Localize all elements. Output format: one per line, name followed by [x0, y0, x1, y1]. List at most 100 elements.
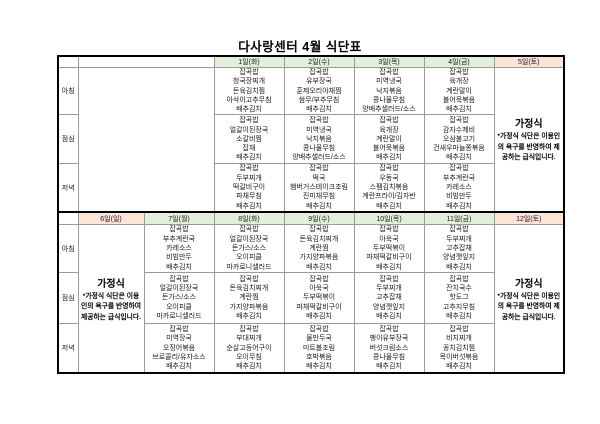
menu-item: 건새우마늘쫑볶음	[433, 145, 485, 153]
menu-cell-d8-breakfast: 잡곡밥 얼갈이된장국 돈가스/소스 오이피클 마카로니샐러드	[213, 224, 285, 273]
menu-item: 잡곡밥	[379, 275, 399, 283]
meal-label-lunch-week1: 점심	[57, 114, 79, 165]
menu-item: 얼갈이된장국	[229, 126, 269, 134]
menu-item: 잡곡밥	[169, 325, 189, 333]
menu-item: 잡곡밥	[379, 69, 399, 76]
menu-cell-d4-breakfast: 잡곡밥 육개장 계란말이 불어묵볶음 배추김치	[423, 66, 495, 116]
menu-item: 배추김치	[306, 202, 332, 210]
menu-item: 버섯크림소스	[369, 344, 409, 352]
menu-cell-d8-lunch: 잡곡밥 돈육김치찌개 계란찜 가지양파볶음 배추김치	[213, 271, 285, 324]
menu-item: 배추김치	[446, 363, 472, 371]
menu-item: 얼갈이된장국	[229, 235, 269, 243]
menu-item: 미역장국	[166, 335, 192, 343]
homestyle-heading: 가정식	[97, 278, 125, 290]
menu-item: 오이무침	[236, 353, 262, 361]
menu-item: 양념깻잎지	[372, 303, 406, 311]
date-header-d10: 10일(목)	[353, 210, 425, 226]
page-title: 다사랑센터 4월 식단표	[238, 40, 362, 54]
homestyle-cell-d5: 가정식 *가정식 식단은 이용인의 욕구를 반영하여 제공하는 급식입니다.	[493, 66, 565, 213]
meal-label-breakfast-week2: 아침	[57, 224, 79, 273]
menu-item: 순살고등어구이	[226, 344, 272, 352]
menu-item: 잡곡밥	[169, 275, 189, 283]
date-header-d12: 12일(토)	[493, 210, 565, 226]
menu-item: 부대찌개	[236, 335, 262, 343]
menu-item: 배추김치	[376, 202, 402, 210]
menu-cell-d1-dinner: 잡곡밥 두부찌개 떡갈비구이 파채무침 배추김치	[213, 163, 285, 213]
menu-item: 잡곡밥	[309, 226, 329, 234]
menu-item: 잡곡밥	[449, 275, 469, 283]
menu-item: 미역냉국	[376, 78, 402, 86]
meal-label-breakfast-week1: 아침	[57, 66, 79, 116]
menu-item: 잡곡밥	[449, 69, 469, 76]
meal-label-dinner-week1: 저녁	[57, 163, 79, 213]
menu-item: 잡곡밥	[309, 165, 329, 173]
menu-item: 잡곡밥	[449, 165, 469, 173]
menu-item: 계란찜	[309, 245, 329, 253]
menu-item: 잡곡밥	[169, 226, 189, 234]
menu-item: 오징어볶음	[162, 344, 196, 352]
menu-item: 잡곡밥	[239, 275, 259, 283]
menu-item: 핫도그	[449, 294, 469, 302]
menu-item: 떡국	[312, 174, 326, 182]
menu-item: 배추김치	[376, 312, 402, 320]
empty-header-week1	[77, 55, 215, 68]
menu-item: 잡채	[242, 145, 256, 153]
date-header-d6: 6일(일)	[77, 210, 145, 226]
menu-item: 호박볶음	[306, 353, 332, 361]
date-header-d7: 7일(월)	[143, 210, 215, 226]
date-header-d4: 4일(금)	[423, 55, 495, 68]
menu-item: 청국장찌개	[232, 78, 266, 86]
menu-item: 잡곡밥	[449, 226, 469, 234]
menu-item: 꽁치김치찜	[442, 344, 476, 352]
homestyle-cell-d12: 가정식 *가정식 식단은 이용인의 욕구를 반영하여 제공하는 급식입니다.	[493, 224, 565, 374]
menu-item: 잡곡밥	[379, 226, 399, 234]
menu-item: 배추김치	[376, 363, 402, 371]
menu-cell-d10-lunch: 잡곡밥 두부찌개 고추잡채 양념깻잎지 배추김치	[353, 271, 425, 324]
menu-item: 잡곡밥	[239, 325, 259, 333]
menu-item: 감자수제비	[442, 126, 476, 134]
menu-item: 육개장	[449, 78, 469, 86]
menu-item: 스팸김치볶음	[369, 184, 409, 192]
menu-item: 돈가스/소스	[231, 245, 267, 253]
menu-item: 오삼불고기	[442, 135, 476, 143]
menu-item: 낙지볶음	[376, 87, 402, 95]
menu-item: 배추김치	[236, 154, 262, 162]
date-header-d5: 5일(토)	[493, 55, 565, 68]
menu-item: 두부떡볶이	[302, 294, 336, 302]
menu-item: 돈가스/소스	[161, 294, 197, 302]
menu-item: 계란말이	[446, 87, 472, 95]
menu-cell-d2-dinner: 잡곡밥 떡국 햄버거스테이크조림 진미채무침 배추김치	[283, 163, 355, 213]
menu-item: 비빔만두	[166, 254, 192, 262]
menu-item: 가지양파볶음	[299, 254, 339, 262]
menu-item: 진미채무침	[302, 193, 336, 201]
menu-cell-d7-dinner: 잡곡밥 미역장국 오징어볶음 브로콜리/유자소스 배추김치	[143, 322, 215, 374]
date-header-d11: 11일(금)	[423, 210, 495, 226]
menu-item: 배추김치	[306, 363, 332, 371]
homestyle-heading: 가정식	[514, 119, 543, 131]
menu-item: 훈제오리야채찜	[296, 87, 342, 95]
menu-item: 카레소스	[166, 245, 192, 253]
menu-cell-d11-breakfast: 잡곡밥 두부찌개 고추잡채 양념깻잎지 배추김치	[423, 224, 495, 273]
menu-item: 계란말이	[376, 135, 402, 143]
menu-item: 오이피클	[166, 303, 192, 311]
menu-item: 콩나물무침	[372, 353, 406, 361]
menu-item: 마카로니샐러드	[156, 312, 202, 320]
menu-item: 비빔만두	[446, 193, 472, 201]
menu-cell-d9-breakfast: 잡곡밥 돈육김치찌개 계란찜 가지양파볶음 배추김치	[283, 224, 355, 273]
menu-item: 오이피클	[236, 254, 262, 262]
menu-cell-d3-dinner: 잡곡밥 우동국 스팸김치볶음 계란프라이/김자반 배추김치	[353, 163, 425, 213]
date-header-d9: 9일(수)	[283, 210, 355, 226]
menu-item: 소갈비찜	[236, 135, 262, 143]
date-header-d8: 8일(화)	[213, 210, 285, 226]
menu-item: 잡곡밥	[309, 275, 329, 283]
empty-cell-week1	[77, 66, 215, 213]
menu-cell-d9-dinner: 잡곡밥 물만두국 미트볼조림 호박볶음 배추김치	[283, 322, 355, 374]
menu-cell-d7-lunch: 잡곡밥 얼갈이된장국 돈가스/소스 오이피클 마카로니샐러드	[143, 271, 215, 324]
menu-item: 잡곡밥	[309, 69, 329, 76]
menu-item: 배추김치	[166, 363, 192, 371]
menu-item: 배추김치	[376, 263, 402, 271]
menu-item: 배추김치	[236, 202, 262, 210]
meal-plan-table: 1일(화) 2일(수) 3일(목) 4일(금) 5일(토) 아침 잡곡밥 청국장찌…	[57, 55, 565, 375]
menu-item: 떡갈비구이	[232, 184, 266, 192]
menu-item: 잔치국수	[446, 285, 472, 292]
